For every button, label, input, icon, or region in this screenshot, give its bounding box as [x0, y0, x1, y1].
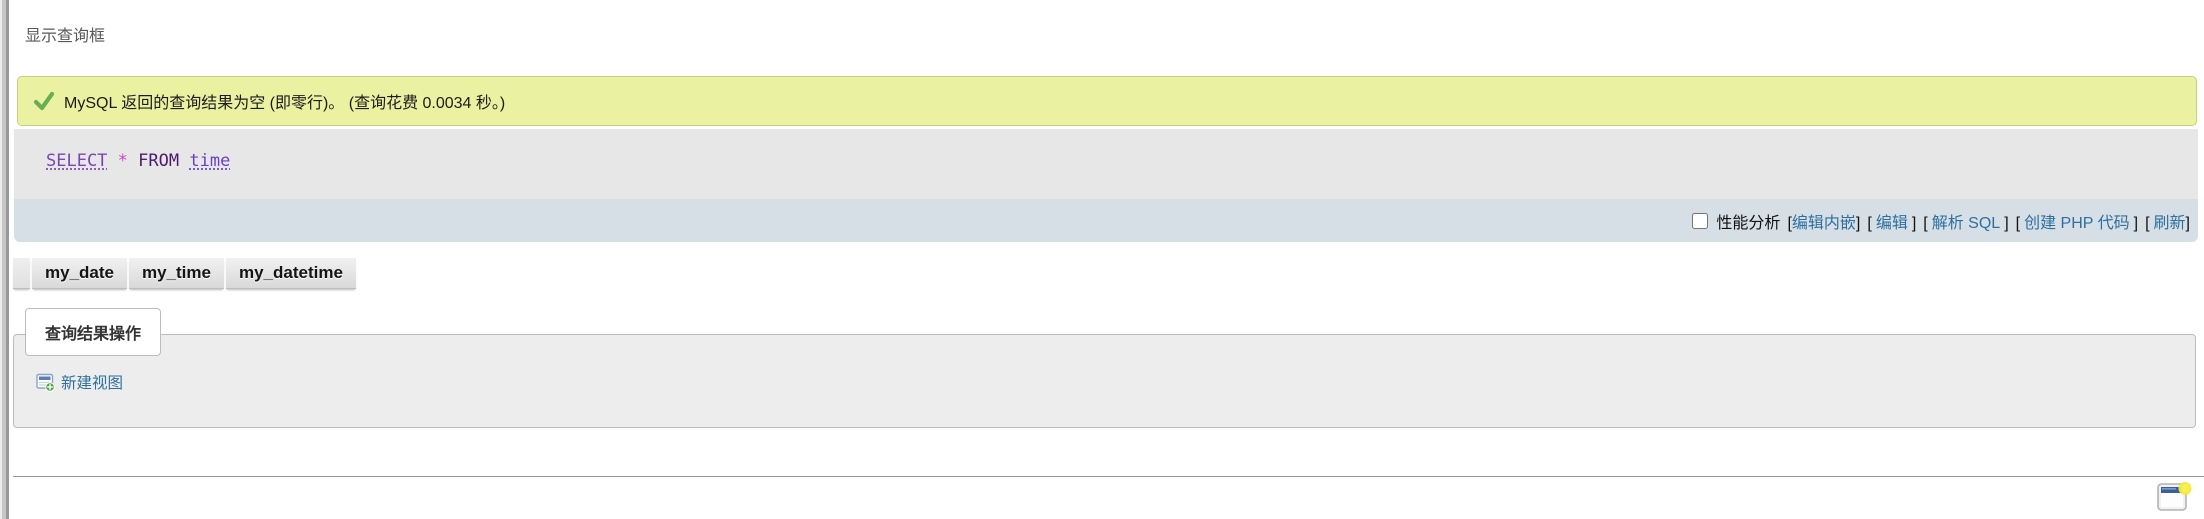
profiling-checkbox[interactable] — [1692, 212, 1709, 229]
inline-edit-group: [编辑内嵌] — [1787, 209, 1860, 233]
result-column-headers: my_date my_time my_datetime — [13, 258, 356, 289]
bracket: ] — [1911, 214, 1917, 232]
explain-sql-group: [解析 SQL] — [1923, 209, 2008, 233]
bracket: [ — [2145, 214, 2150, 232]
bracket: ] — [2133, 214, 2139, 232]
success-message-text: MySQL 返回的查询结果为空 (即零行)。 (查询花费 0.0034 秒。) — [64, 95, 506, 112]
bottom-divider — [13, 476, 2204, 477]
bracket: [ — [1787, 214, 1792, 232]
sql-table-name-link[interactable]: time — [189, 151, 231, 171]
view-add-icon — [36, 373, 55, 392]
new-window-icon[interactable] — [2156, 481, 2192, 513]
bracket: ] — [2185, 214, 2190, 232]
profiling-label: 性能分析 — [1716, 214, 1781, 232]
bracket: ] — [2004, 214, 2009, 232]
explain-sql-link[interactable]: 解析 SQL — [1931, 214, 2001, 232]
sql-keyword-from: FROM — [138, 151, 180, 171]
header-cell-my-datetime: my_datetime — [225, 258, 356, 289]
header-cell-empty — [13, 258, 30, 289]
query-results-operations-legend: 查询结果操作 — [25, 308, 162, 356]
inline-edit-link[interactable]: 编辑内嵌 — [1791, 214, 1856, 232]
edit-group: [编辑] — [1867, 209, 1916, 233]
success-check-icon — [33, 90, 55, 112]
sql-code: SELECT * FROM time — [46, 151, 230, 171]
bracket: ] — [1855, 214, 1861, 232]
sql-keyword-select[interactable]: SELECT — [46, 151, 108, 171]
header-cell-my-date: my_date — [32, 258, 127, 289]
header-cell-my-time: my_time — [128, 258, 224, 289]
bracket: [ — [1923, 214, 1928, 232]
create-view-link[interactable]: 新建视图 — [36, 371, 123, 393]
left-frame-edge — [0, 0, 10, 519]
create-view-label: 新建视图 — [61, 375, 124, 392]
refresh-link[interactable]: 刷新 — [2153, 214, 2186, 232]
sql-query-display: SELECT * FROM time — [14, 129, 2198, 199]
query-options-toolbar: 性能分析 [编辑内嵌] [编辑] [解析 SQL] [创建 PHP 代码] [刷… — [14, 199, 2198, 242]
query-results-operations-box — [13, 334, 2196, 428]
show-query-box-link[interactable]: 显示查询框 — [25, 28, 106, 45]
refresh-group: [刷新] — [2145, 209, 2190, 233]
bracket: [ — [2015, 214, 2021, 232]
sql-star-token: * — [117, 151, 128, 171]
success-message: MySQL 返回的查询结果为空 (即零行)。 (查询花费 0.0034 秒。) — [17, 76, 2197, 126]
create-php-code-group: [创建 PHP 代码] — [2016, 209, 2138, 233]
edit-link[interactable]: 编辑 — [1875, 214, 1908, 232]
create-php-code-link[interactable]: 创建 PHP 代码 — [2024, 214, 2130, 232]
bracket: [ — [1867, 214, 1872, 232]
